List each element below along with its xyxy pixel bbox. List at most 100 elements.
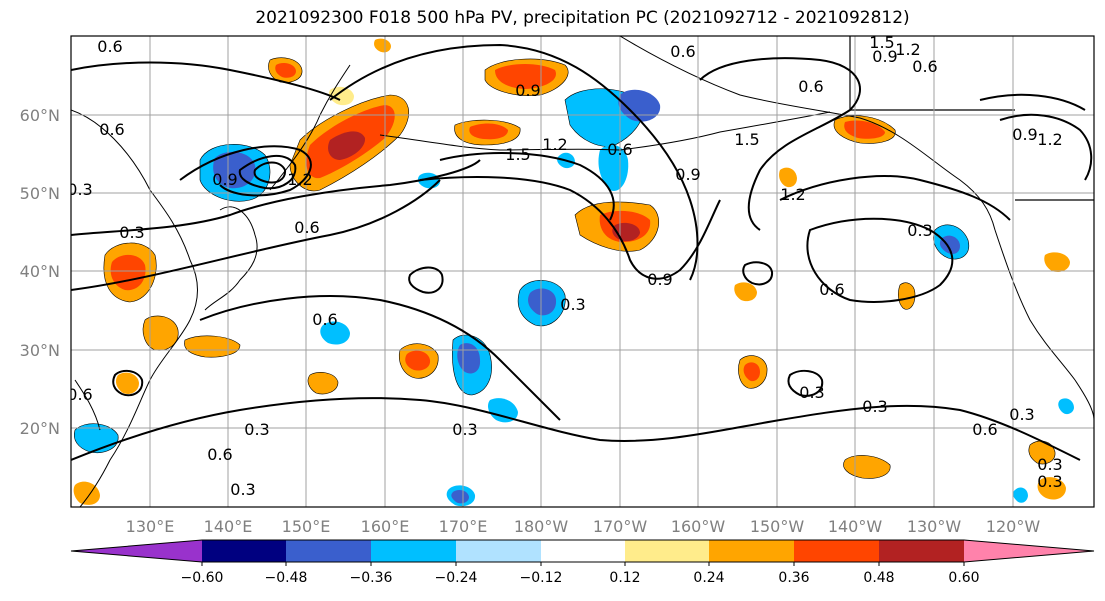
contour-label: 0.3 xyxy=(862,397,887,416)
lat-axis: 60°N 50°N 40°N 30°N 20°N xyxy=(20,106,60,438)
lon-tick-label: 150°W xyxy=(750,517,805,536)
precip-neg-blob xyxy=(939,235,960,254)
precip-pos-blob xyxy=(115,372,139,394)
precip-pos-blob xyxy=(405,350,431,371)
colorbar-bin xyxy=(286,540,371,562)
colorbar-tick-label: 0.36 xyxy=(778,570,809,586)
precip-neg-blob xyxy=(488,398,518,423)
precip-pos-blob xyxy=(743,362,760,382)
colorbar-bin xyxy=(709,540,794,562)
lon-tick-label: 160°E xyxy=(361,517,410,536)
pv-contour-0.6-east xyxy=(806,217,954,303)
precip-pos-blob xyxy=(734,282,757,302)
precip-pos-blob xyxy=(328,86,354,106)
contour-label: 0.9 xyxy=(515,81,540,100)
precip-pos-blob xyxy=(1037,477,1066,500)
lat-tick-label: 40°N xyxy=(20,262,60,281)
contour-label: 0.6 xyxy=(972,420,997,439)
contour-label: 0.6 xyxy=(670,42,695,61)
pv-contour-0.6 xyxy=(71,179,441,291)
colorbar-bin xyxy=(541,540,625,562)
contour-label: 0.9 xyxy=(1012,125,1037,144)
colorbar-tick-label: 0.48 xyxy=(863,570,894,586)
contour-label: 0.6 xyxy=(97,37,122,56)
contour-label: 0.3 xyxy=(1009,405,1034,424)
colorbar-bin xyxy=(456,540,541,562)
contour-label: 0.3 xyxy=(799,383,824,402)
graticule xyxy=(71,36,1094,507)
contour-label: 0.6 xyxy=(294,218,319,237)
coastline-philippines xyxy=(74,379,101,431)
plot-title: 2021092300 F018 500 hPa PV, precipitatio… xyxy=(255,8,910,28)
contour-label: 0.6 xyxy=(67,385,92,404)
precip-pos-blob xyxy=(1044,252,1070,272)
colorbar: −0.60 −0.48 −0.36 −0.24 −0.12 0.12 0.24 0.36 0.4… xyxy=(70,539,1095,586)
coastline-asia xyxy=(71,109,198,507)
precip-pos-blob xyxy=(142,315,179,351)
contour-label: 0.3 xyxy=(452,420,477,439)
contour-label: 0.3 xyxy=(67,180,92,199)
contour-label: 1.5 xyxy=(505,145,530,164)
contour-label: 0.6 xyxy=(312,310,337,329)
contour-label: 0.9 xyxy=(675,165,700,184)
pv-contour-1.2 xyxy=(238,154,297,190)
pv-contour-0.6b xyxy=(419,176,721,280)
pv-contour-subtrop xyxy=(71,397,1081,461)
contour-label: 0.3 xyxy=(244,420,269,439)
precip-pos-blob xyxy=(779,167,797,188)
contour-label: 1.2 xyxy=(780,185,805,204)
colorbar-bin xyxy=(625,540,709,562)
contour-label: 0.3 xyxy=(230,480,255,499)
contour-label: 0.6 xyxy=(99,120,124,139)
precip-pos-blob xyxy=(328,131,366,160)
pv-contours xyxy=(71,43,1093,461)
lat-tick-label: 20°N xyxy=(20,419,60,438)
precip-pos-blob xyxy=(898,282,916,310)
precip-pos-blob xyxy=(469,123,508,140)
contour-label: 0.6 xyxy=(207,445,232,464)
precip-pos-blob xyxy=(307,372,339,395)
colorbar-tick-label: −0.60 xyxy=(181,570,224,586)
contour-label: 1.2 xyxy=(542,135,567,154)
lat-tick-label: 60°N xyxy=(20,106,60,125)
colorbar-tick-label: −0.12 xyxy=(520,570,563,586)
contour-label: 1.2 xyxy=(1037,130,1062,149)
lon-tick-label: 170°W xyxy=(593,517,648,536)
colorbar-tick-label: 0.60 xyxy=(948,570,979,586)
colorbar-extend-min-fill xyxy=(71,540,202,562)
contour-label: 1.2 xyxy=(895,40,920,59)
pv-contour-upper-ridge xyxy=(329,43,699,281)
precip-pos-blob xyxy=(844,120,885,139)
contour-label: 0.6 xyxy=(819,280,844,299)
contour-label: 0.6 xyxy=(607,140,632,159)
pv-contour-small-a xyxy=(408,266,444,294)
pv-contour-0.3-east xyxy=(779,175,1011,221)
pv-contour-trough xyxy=(699,57,861,231)
precip-pos-blob xyxy=(1028,440,1056,465)
lon-tick-label: 160°W xyxy=(671,517,726,536)
precip-pos-blob xyxy=(73,481,100,505)
contour-label: 0.3 xyxy=(907,221,932,240)
contour-label: 1.2 xyxy=(287,170,312,189)
colorbar-bin xyxy=(371,540,456,562)
precip-neg-blob xyxy=(528,288,557,316)
contour-labels: 0.60.60.30.30.9 1.20.60.91.50.60.90.61.2 1… xyxy=(67,36,1063,499)
pv-contour-small-c xyxy=(787,369,824,397)
colorbar-extend-max xyxy=(964,540,1094,562)
lon-tick-label: 120°W xyxy=(986,517,1041,536)
precip-neg-blob xyxy=(451,489,469,504)
colorbar-bin xyxy=(794,540,879,562)
precip-pos-blob xyxy=(374,38,391,53)
precip-neg-blob xyxy=(1058,398,1074,415)
pv-contour-0.3 xyxy=(71,159,481,236)
precip-neg-blob xyxy=(213,151,256,189)
contour-label: 0.3 xyxy=(1037,455,1062,474)
contour-label: 0.9 xyxy=(872,47,897,66)
colorbar-tick-label: −0.36 xyxy=(350,570,393,586)
pv-contour-0.9 xyxy=(179,145,312,197)
pv-contour-0.9b xyxy=(439,152,615,221)
pv-contour-0.6-west xyxy=(71,61,341,101)
precip-neg-blob xyxy=(598,144,629,191)
pv-contour-small-d xyxy=(112,369,144,397)
lon-tick-label: 170°E xyxy=(439,517,488,536)
